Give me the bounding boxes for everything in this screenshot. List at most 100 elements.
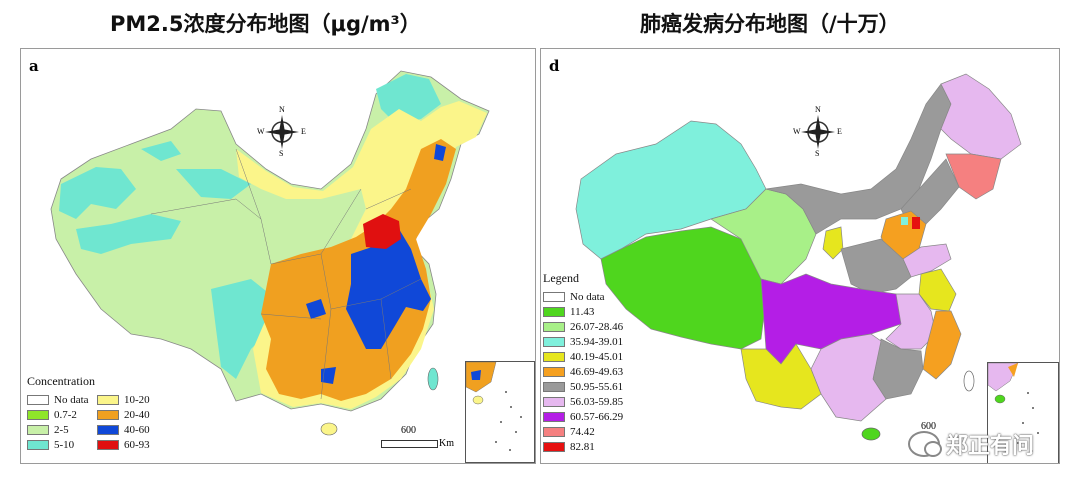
legend-item: 26.07-28.46 — [543, 319, 623, 334]
region-40-60 — [434, 144, 446, 161]
legend-item: 40.19-45.01 — [543, 349, 623, 364]
compass-west: W — [793, 127, 801, 136]
legend-label: 2-5 — [54, 423, 69, 436]
region-35-39 — [901, 217, 908, 225]
legend-item: 82.81 — [543, 439, 623, 454]
compass-south: S — [279, 149, 284, 158]
legend-label: 60-93 — [124, 438, 150, 451]
region-5-10 — [141, 141, 181, 161]
legend-label: No data — [54, 393, 89, 406]
legend-swatch — [27, 439, 49, 450]
legend-item: 50.95-55.61 — [543, 379, 623, 394]
province-borders — [150, 148, 422, 400]
legend-swatch — [543, 291, 565, 302]
taiwan — [963, 370, 975, 392]
legend-swatch — [543, 321, 565, 332]
compass-rose-icon: N S E W — [793, 105, 843, 158]
scale-bar: 600 — [921, 421, 936, 432]
panel-d-label: d — [549, 57, 560, 75]
pm25-map-title: PM2.5浓度分布地图（μg/m³） — [110, 12, 421, 36]
panel-a-label: a — [29, 57, 39, 75]
legend-label: 74.42 — [570, 425, 595, 438]
legend-swatch — [97, 439, 119, 450]
scale-bar: 600 Km — [381, 425, 471, 455]
region-40-45 — [822, 226, 844, 260]
legend-label: 10-20 — [124, 393, 150, 406]
region-5-10 — [59, 167, 136, 219]
region-40-45 — [740, 343, 822, 410]
compass-east: E — [301, 127, 306, 136]
lung-cancer-map-title: 肺癌发病分布地图（/十万） — [640, 12, 900, 36]
region-60-93 — [363, 214, 401, 249]
wechat-icon — [908, 431, 942, 457]
legend-swatch — [543, 396, 565, 407]
legend-swatch — [543, 441, 565, 452]
legend-title: Legend — [543, 271, 579, 285]
legend-label: 26.07-28.46 — [570, 320, 624, 333]
legend-label: No data — [570, 290, 605, 303]
wechat-watermark: 郑正有问 — [908, 428, 1034, 460]
region-5-10 — [176, 169, 251, 199]
south-china-sea-inset — [465, 361, 535, 463]
legend-swatch — [543, 336, 565, 347]
legend-item: 60-93 — [97, 437, 167, 452]
region-5-10 — [376, 74, 441, 124]
legend-item: 10-20 — [97, 392, 167, 407]
region-5-10 — [211, 279, 276, 379]
legend-swatch — [27, 424, 49, 435]
compass-north: N — [815, 105, 821, 114]
region-40-60 — [306, 299, 326, 319]
legend-swatch — [543, 381, 565, 392]
region-46-49 — [922, 310, 962, 380]
south-china-sea-inset — [987, 362, 1059, 463]
legend-item: 5-10 — [27, 437, 97, 452]
compass-west: W — [257, 127, 265, 136]
region-82-81 — [912, 217, 920, 229]
hainan — [320, 422, 338, 436]
compass-north: N — [279, 105, 285, 114]
legend-item: 74.42 — [543, 424, 623, 439]
pm25-map-panel: a N S E W Concentration No data 10-20 0.7-… — [20, 48, 536, 464]
legend-item: 11.43 — [543, 304, 623, 319]
compass-east: E — [837, 127, 842, 136]
scale-label: 600 — [401, 425, 416, 436]
legend-item: 40-60 — [97, 422, 167, 437]
legend-swatch — [543, 426, 565, 437]
region-50-55 — [840, 238, 912, 295]
pm25-china-map — [50, 70, 490, 436]
legend-swatch — [97, 409, 119, 420]
legend-swatch — [543, 306, 565, 317]
legend-item: 60.57-66.29 — [543, 409, 623, 424]
legend-item: 56.03-59.85 — [543, 394, 623, 409]
legend-label: 60.57-66.29 — [570, 410, 624, 423]
taiwan — [427, 367, 439, 391]
region-40-60 — [346, 229, 431, 349]
scale-label: 600 — [921, 421, 936, 432]
region-56-59 — [940, 73, 1022, 160]
legend-label: 40-60 — [124, 423, 150, 436]
legend-item: 2-5 — [27, 422, 97, 437]
region-40-60 — [321, 367, 336, 384]
legend-label: 5-10 — [54, 438, 75, 451]
lung-cancer-map-panel: d N S E W Legend No data 11.43 26.07-28.46… — [540, 48, 1060, 464]
legend-swatch — [97, 394, 119, 405]
legend-label: 0.7-2 — [54, 408, 77, 421]
legend-item: No data — [543, 289, 623, 304]
legend-swatch — [543, 411, 565, 422]
region-5-10 — [76, 214, 181, 254]
legend-label: 35.94-39.01 — [570, 335, 624, 348]
compass-rose-icon: N S E W — [257, 105, 307, 158]
region-56-59 — [885, 293, 937, 350]
region-11-43 — [600, 226, 767, 350]
legend-label: 56.03-59.85 — [570, 395, 624, 408]
scale-unit: Km — [439, 438, 454, 449]
legend-label: 11.43 — [570, 305, 595, 318]
concentration-legend: Concentration No data 10-20 0.7-2 20-40 2-5 4… — [27, 374, 167, 452]
legend-label: 40.19-45.01 — [570, 350, 624, 363]
lung-cancer-china-map — [575, 73, 1022, 441]
legend-label: 50.95-55.61 — [570, 380, 624, 393]
legend-swatch — [97, 424, 119, 435]
incidence-legend: Legend No data 11.43 26.07-28.46 35.94-39.0… — [543, 271, 623, 454]
legend-item: 0.7-2 — [27, 407, 97, 422]
legend-swatch — [543, 366, 565, 377]
